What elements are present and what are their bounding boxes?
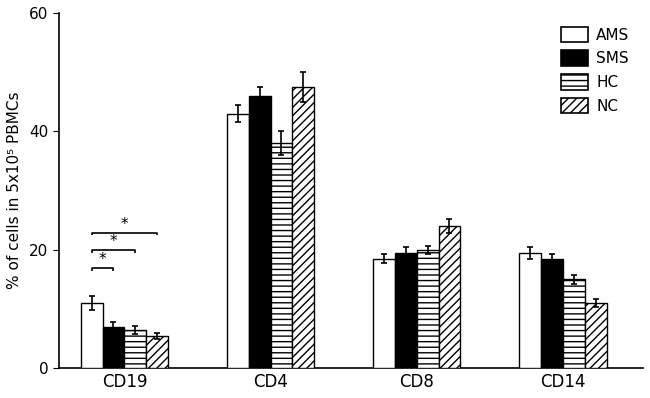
Bar (373, 259, 395, 368)
Bar (227, 113, 248, 368)
Bar (124, 330, 146, 368)
Bar (439, 226, 460, 368)
Bar (563, 279, 584, 368)
Bar (248, 96, 270, 368)
Text: *: * (99, 252, 107, 267)
Bar (395, 253, 417, 368)
Bar (81, 303, 103, 368)
Bar (270, 143, 292, 368)
Bar (584, 303, 606, 368)
Y-axis label: % of cells in 5x10⁵ PBMCs: % of cells in 5x10⁵ PBMCs (7, 92, 22, 289)
Bar (519, 253, 541, 368)
Bar (292, 87, 315, 368)
Bar (541, 259, 563, 368)
Legend: AMS, SMS, HC, NC: AMS, SMS, HC, NC (555, 21, 636, 120)
Bar (417, 250, 439, 368)
Bar (103, 327, 124, 368)
Text: *: * (110, 234, 117, 250)
Text: *: * (121, 217, 128, 232)
Bar (146, 336, 168, 368)
